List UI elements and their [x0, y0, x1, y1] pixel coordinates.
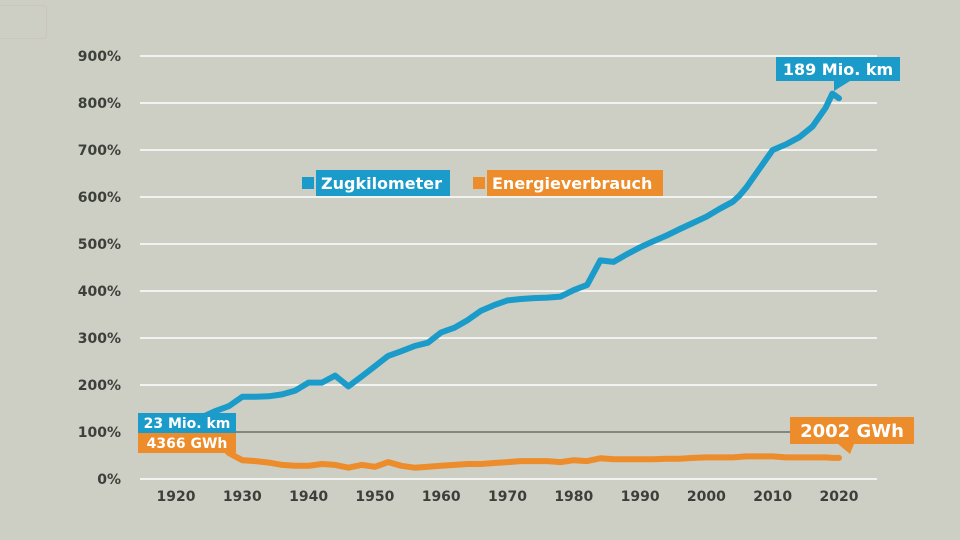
annotation-box [776, 57, 900, 81]
y-tick-label: 0% [97, 472, 121, 488]
x-tick-label: 1930 [223, 489, 262, 505]
series-line-energieverbrauch [166, 432, 842, 471]
x-tick-label: 1960 [422, 489, 461, 505]
legend-swatch [302, 177, 314, 189]
x-tick-label: 1980 [554, 489, 593, 505]
y-tick-label: 400% [78, 284, 121, 300]
x-tick-label: 1920 [157, 489, 196, 505]
annotation-box [138, 433, 236, 453]
annotation-label: 189 Mio. km [776, 57, 900, 91]
x-tick-label: 2000 [687, 489, 726, 505]
x-tick-label: 1990 [621, 489, 660, 505]
legend-swatch [473, 177, 485, 189]
legend-label: Energieverbrauch [492, 174, 652, 193]
y-tick-label: 700% [78, 143, 121, 159]
y-tick-label: 600% [78, 190, 121, 206]
y-axis: 0% 100% 200% 300% 400% 500% 600% 700% 800% 900% [78, 49, 121, 488]
annotation-box [138, 413, 236, 433]
y-tick-label: 500% [78, 237, 121, 253]
annotations: 23 Mio. km 4366 GWh 189 Mio. km 2002 GWh [138, 57, 914, 454]
legend-label-box [316, 170, 450, 196]
annotation-label: 4366 GWh [138, 433, 236, 453]
annotation-label: 23 Mio. km [138, 413, 236, 433]
y-tick-label: 100% [78, 425, 121, 441]
x-tick-label: 1950 [355, 489, 394, 505]
gridlines [140, 55, 877, 480]
annotation-text: 2002 GWh [800, 421, 904, 442]
y-tick-label: 300% [78, 331, 121, 347]
x-tick-label: 2010 [753, 489, 792, 505]
x-tick-label: 2020 [820, 489, 859, 505]
series-lines [166, 90, 842, 471]
legend-label-box [487, 170, 663, 196]
annotation-text: 189 Mio. km [783, 60, 893, 79]
series-line-zugkilometer [166, 90, 842, 431]
annotation-label: 2002 GWh [790, 417, 914, 454]
corner-mark [0, 5, 47, 39]
annotation-text: 4366 GWh [147, 436, 228, 452]
annotation-box [790, 417, 914, 444]
annotation-pointer [834, 81, 850, 91]
y-tick-label: 800% [78, 96, 121, 112]
y-tick-label: 900% [78, 49, 121, 65]
annotation-pointer [838, 444, 854, 454]
annotation-text: 23 Mio. km [144, 416, 231, 432]
legend: Zugkilometer Energieverbrauch [302, 170, 663, 196]
x-axis: 1920 1930 1940 1950 1960 1970 1980 1990 2000 2010… [157, 489, 859, 505]
legend-item-zugkilometer: Zugkilometer [302, 170, 450, 196]
x-tick-label: 1940 [289, 489, 328, 505]
y-tick-label: 200% [78, 378, 121, 394]
legend-item-energieverbrauch: Energieverbrauch [473, 170, 663, 196]
legend-label: Zugkilometer [321, 174, 442, 193]
x-tick-label: 1970 [488, 489, 527, 505]
